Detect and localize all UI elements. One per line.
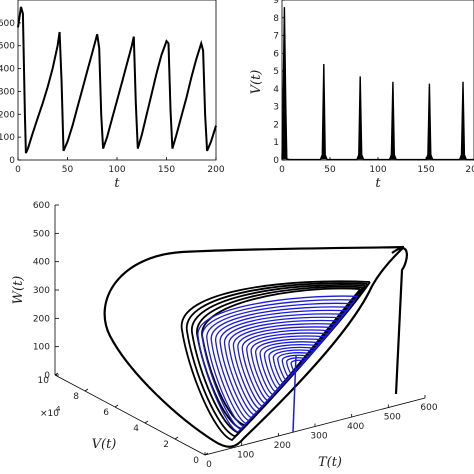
top-left-series-line	[17, 6, 217, 154]
tl-y-tick-label: 0	[9, 156, 15, 166]
top-right-series-line	[281, 7, 474, 161]
tr-y-tick-label: 1	[273, 138, 279, 148]
3d-z-tick-label: 0	[44, 371, 50, 381]
tr-y-tick-label: 3	[273, 103, 279, 113]
3d-black-attractor-loop	[196, 285, 364, 430]
3d-black-attractor-loop	[201, 287, 362, 427]
3d-z-tick-label: 200	[33, 314, 50, 324]
3d-v-axis-line	[54, 374, 206, 456]
3d-v-axis-multiplier: ×10	[40, 409, 59, 419]
3d-v-tick-mark	[54, 372, 59, 376]
3d-z-tick-label: 500	[33, 229, 50, 239]
3d-v-tick-label: 0	[193, 456, 199, 466]
tr-y-tick-label: 7	[273, 32, 279, 42]
3d-outer-trajectory	[103, 245, 408, 448]
3d-v-axis-exponent: 4	[56, 405, 61, 413]
3d-v-tick-label: 2	[163, 440, 169, 450]
3d-t-tick-label: 0	[206, 460, 212, 470]
3d-v-tick-label: 6	[103, 408, 109, 418]
3d-z-tick-label: 400	[33, 258, 50, 268]
3d-v-tick-label: 8	[73, 392, 79, 402]
3d-z-tick-label: 600	[33, 201, 50, 211]
3d-black-attractor-loop	[181, 280, 371, 442]
tr-x-tick-label: 200	[465, 165, 474, 175]
tl-y-tick-label: 500	[0, 42, 15, 52]
3d-v-tick-mark	[174, 436, 179, 440]
tl-x-tick-label: 200	[207, 165, 224, 175]
top-right-panel: 0 1 2 3 4 5 6 7 8 9 0 50 100 150 200 t V(t)	[249, 0, 474, 191]
tr-x-tick-label: 50	[324, 165, 336, 175]
tr-y-tick-label: 6	[273, 49, 279, 59]
3d-z-tick-label: 100	[33, 343, 50, 353]
3d-outer-trajectory-path	[103, 245, 408, 448]
3d-blue-spiral-loop	[241, 329, 331, 405]
3d-v-tick-label: 4	[133, 424, 139, 434]
3d-v-tick-mark	[84, 388, 89, 392]
tr-y-tick-label: 9	[273, 0, 279, 6]
tr-y-tick-label: 0	[273, 156, 279, 166]
3d-t-axis-label: T(t)	[318, 455, 342, 470]
tl-y-tick-label: 200	[0, 110, 15, 120]
tl-x-tick-label: 0	[15, 165, 21, 175]
tl-x-tick-label: 50	[62, 165, 74, 175]
top-left-panel: 0 100 200 300 400 500 600 0 50 100 150 200 t	[0, 0, 225, 191]
3d-w-axis-label: W(t)	[11, 276, 26, 305]
top-left-axes-box	[17, 0, 217, 161]
tl-y-tick-label: 300	[0, 87, 15, 97]
top-left-x-axis-label: t	[114, 176, 120, 191]
phase-space-3d-panel: 0 100 200 300 400 500 600 0 2 4 6 8 10 0 100 200 300 40…	[11, 201, 438, 470]
3d-v-tick-mark	[144, 420, 149, 424]
tr-y-tick-label: 8	[273, 14, 279, 24]
3d-blue-trajectory-tail	[292, 355, 297, 433]
3d-v-tick-mark	[114, 404, 119, 408]
top-right-axes-box	[281, 0, 474, 161]
tl-y-tick-label: 100	[0, 133, 15, 143]
top-right-x-axis-label: t	[375, 176, 381, 191]
tl-x-tick-label: 150	[158, 165, 175, 175]
tr-y-tick-label: 4	[273, 85, 279, 95]
3d-t-tick-label: 600	[420, 403, 437, 413]
3d-v-axis-label: V(t)	[92, 437, 117, 452]
3d-t-tick-label: 300	[310, 432, 327, 442]
3d-t-tick-label: 100	[237, 451, 254, 461]
3d-t-tick-label: 200	[274, 441, 291, 451]
top-right-y-axis-label: V(t)	[249, 70, 264, 95]
3d-v-tick-mark	[204, 452, 209, 456]
tr-y-tick-label: 2	[273, 120, 279, 130]
3d-t-tick-label: 400	[347, 422, 364, 432]
tl-y-tick-label: 400	[0, 65, 15, 75]
tr-x-tick-label: 0	[279, 165, 285, 175]
tl-y-tick-label: 600	[0, 19, 15, 29]
tr-y-tick-label: 5	[273, 67, 279, 77]
3d-t-tick-label: 500	[384, 413, 401, 423]
tr-x-tick-label: 100	[369, 165, 386, 175]
3d-v-tick-label: 10	[38, 376, 50, 386]
tr-x-tick-label: 150	[417, 165, 434, 175]
3d-z-tick-label: 300	[33, 286, 50, 296]
tl-x-tick-label: 100	[108, 165, 125, 175]
